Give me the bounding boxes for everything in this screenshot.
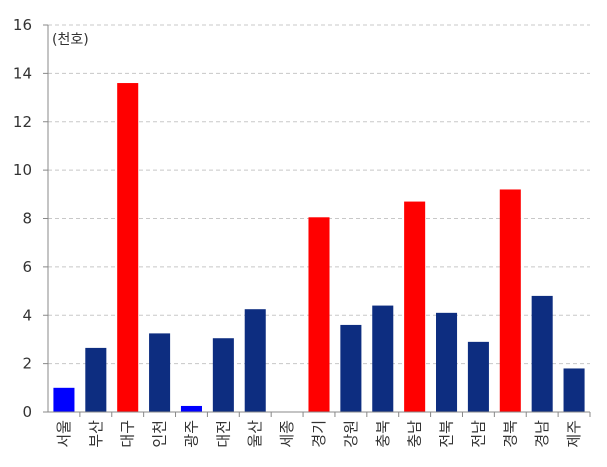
x-tick-label: 대구: [119, 420, 137, 448]
x-tick-label: 전북: [438, 420, 456, 448]
bar-1: [53, 387, 75, 412]
axes: [43, 24, 591, 417]
x-tick-label: 부산: [87, 420, 105, 448]
x-tick-label: 경북: [501, 420, 519, 448]
y-tick-label: 16: [13, 16, 32, 34]
x-tick-label: 제주: [565, 420, 583, 448]
x-tick-label: 경기: [310, 420, 328, 448]
y-tick-label: 2: [22, 355, 32, 373]
bar-3: [117, 83, 139, 413]
x-tick-label: 울산: [246, 420, 264, 448]
x-tick-label: 강원: [342, 420, 360, 448]
x-tick-label: 충북: [374, 420, 392, 448]
bar-9: [308, 217, 330, 412]
x-tick-label: 대전: [214, 420, 232, 448]
y-tick-label: 14: [13, 64, 32, 82]
x-tick-label: 서울: [55, 420, 73, 448]
x-tick-label: 세종: [278, 420, 296, 448]
x-tick-label: 경남: [533, 420, 551, 448]
bar-17: [563, 368, 585, 412]
gridlines: [48, 24, 590, 365]
bar-5: [180, 405, 202, 412]
x-tick-label: 광주: [182, 420, 200, 448]
x-tick-label: 충남: [406, 420, 424, 448]
y-tick-label: 10: [13, 161, 32, 179]
bar-16: [531, 295, 553, 412]
bar-14: [467, 341, 489, 412]
y-tick-label: 12: [13, 113, 32, 131]
bar-2: [85, 347, 107, 412]
bar-7: [244, 309, 266, 412]
bar-12: [404, 201, 426, 412]
bar-15: [499, 189, 521, 412]
y-axis-unit-label: (천호): [52, 32, 89, 48]
y-tick-label: 4: [22, 306, 32, 324]
bars: [53, 83, 585, 413]
bar-11: [372, 305, 394, 412]
x-tick-label: 전남: [469, 420, 487, 448]
y-tick-label: 0: [22, 403, 32, 421]
labels: 0 2 4 6 8 10 12 14 16 서울 부산 대구 인천 광주 대전 울산 세종 경기 강원 충북 충남 전북 전…: [13, 16, 583, 448]
y-tick-label: 8: [22, 210, 32, 228]
x-tick-label: 인천: [151, 420, 169, 448]
bar-10: [340, 324, 362, 412]
bar-13: [436, 312, 458, 412]
y-tick-label: 6: [22, 258, 32, 276]
bar-6: [212, 338, 234, 412]
bar-4: [149, 333, 171, 412]
